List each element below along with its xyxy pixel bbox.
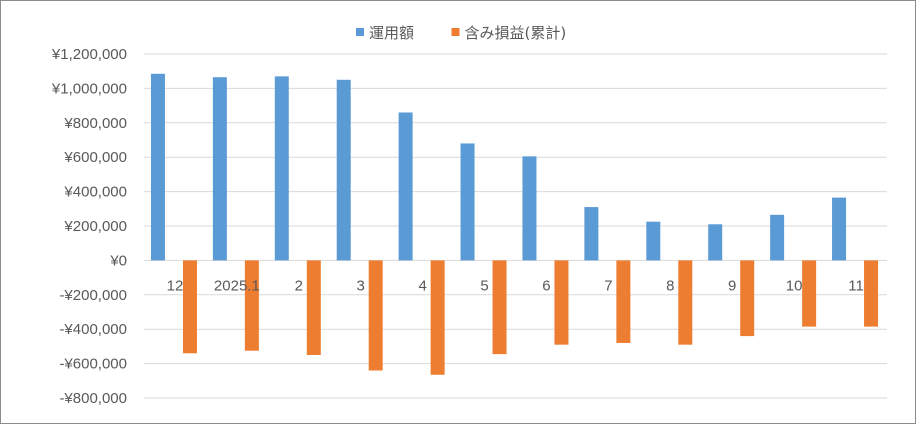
legend-label: 含み損益(累計) xyxy=(465,24,567,42)
x-category-label: 10 xyxy=(786,277,803,294)
x-category-label: 4 xyxy=(418,277,426,294)
bar-unyougaku xyxy=(336,79,351,261)
y-axis-labels: ¥1,200,000 ¥1,000,000 ¥800,000 ¥600,000 ¥400… xyxy=(51,46,127,407)
bar-fukumi-soneki xyxy=(492,260,507,355)
y-tick-label: -¥800,000 xyxy=(59,390,127,407)
bar-fukumi-soneki xyxy=(554,260,569,345)
legend-label: 運用額 xyxy=(369,24,414,42)
bar-unyougaku xyxy=(770,214,785,261)
bar-fukumi-soneki xyxy=(244,260,259,351)
x-category-label: 3 xyxy=(357,277,365,294)
bar-unyougaku xyxy=(460,143,475,261)
x-category-label: 7 xyxy=(604,277,612,294)
bar-unyougaku xyxy=(832,197,847,261)
y-tick-label: ¥0 xyxy=(109,252,127,269)
bar-unyougaku xyxy=(212,77,227,261)
y-tick-label: ¥200,000 xyxy=(63,218,127,235)
x-category-label: 6 xyxy=(542,277,550,294)
y-tick-label: ¥1,200,000 xyxy=(51,46,127,63)
bar-fukumi-soneki xyxy=(802,260,817,327)
x-category-label: 8 xyxy=(666,277,674,294)
bar-unyougaku xyxy=(646,221,661,261)
grid-lines xyxy=(144,53,887,399)
bar-fukumi-soneki xyxy=(864,260,879,327)
bar-fukumi-soneki xyxy=(740,260,755,337)
y-tick-label: -¥400,000 xyxy=(59,321,127,338)
y-tick-label: ¥400,000 xyxy=(63,184,127,201)
y-tick-label: ¥800,000 xyxy=(63,115,127,132)
legend: 運用額 含み損益(累計) xyxy=(356,24,566,42)
legend-swatch xyxy=(356,28,364,36)
bar-fukumi-soneki xyxy=(368,260,383,371)
bar-unyougaku xyxy=(708,224,723,261)
bar-fukumi-soneki xyxy=(430,260,445,375)
y-tick-label: ¥1,000,000 xyxy=(51,80,127,97)
bar-unyougaku xyxy=(584,207,599,261)
bar-fukumi-soneki xyxy=(616,260,631,343)
bar-fukumi-soneki xyxy=(182,260,197,354)
x-category-label: 12 xyxy=(167,277,184,294)
x-category-label: 2 xyxy=(295,277,303,294)
y-tick-label: -¥600,000 xyxy=(59,356,127,373)
bars xyxy=(150,73,879,375)
x-axis-labels: 12 2025.1 2 3 4 5 6 7 8 9 10 11 xyxy=(167,277,864,294)
legend-swatch xyxy=(451,28,460,36)
x-category-label: 2025.1 xyxy=(214,277,260,294)
bar-unyougaku xyxy=(150,73,165,261)
bar-fukumi-soneki xyxy=(306,260,321,355)
bar-fukumi-soneki xyxy=(678,260,693,345)
y-tick-label: -¥200,000 xyxy=(59,287,127,304)
bar-unyougaku xyxy=(398,112,413,261)
x-category-label: 9 xyxy=(728,277,736,294)
bar-unyougaku xyxy=(522,156,537,261)
x-category-label: 11 xyxy=(848,277,864,294)
y-tick-label: ¥600,000 xyxy=(63,149,127,166)
bar-unyougaku xyxy=(274,76,289,261)
x-category-label: 5 xyxy=(480,277,488,294)
